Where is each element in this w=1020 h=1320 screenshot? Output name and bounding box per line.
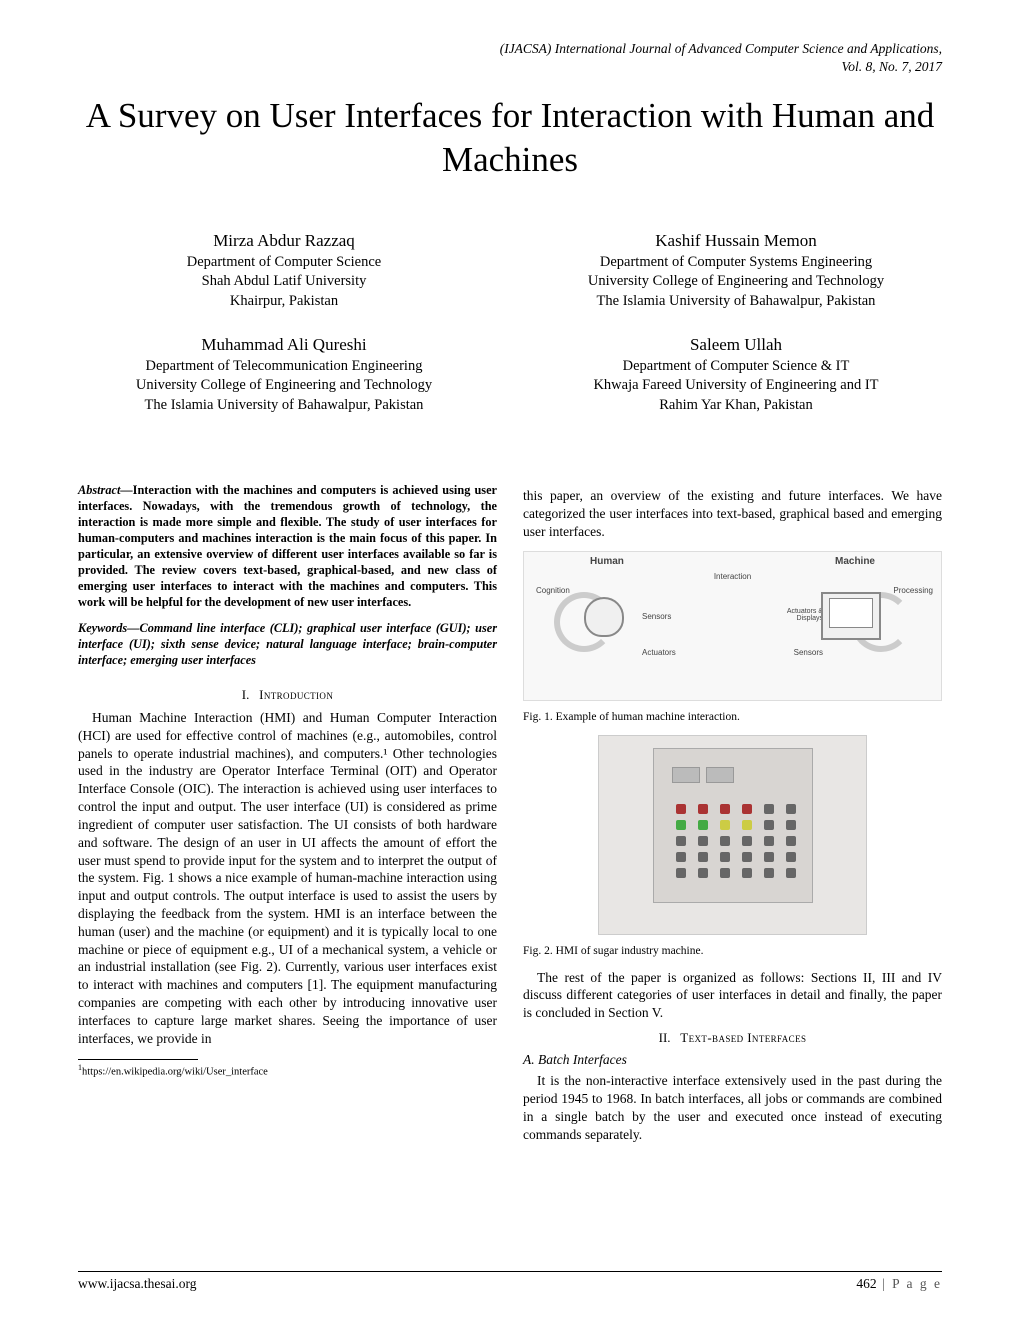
abstract: Abstract—Interaction with the machines a… <box>78 483 497 611</box>
authors-block: Mirza Abdur Razzaq Department of Compute… <box>78 230 942 437</box>
figure-1-caption: Fig. 1. Example of human machine interac… <box>523 711 942 723</box>
author-4-name: Saleem Ullah <box>530 334 942 357</box>
journal-header: (IJACSA) International Journal of Advanc… <box>78 40 942 76</box>
figure-1-image: Human Machine Interaction Cognition Proc… <box>523 551 942 701</box>
page-number-value: 462 <box>856 1276 876 1291</box>
fig1-actuators-label: Actuators <box>642 648 676 657</box>
section-2-title: Text-based Interfaces <box>680 1030 806 1045</box>
author-4-affil-1: Department of Computer Science & IT <box>530 357 942 377</box>
authors-right-col: Kashif Hussain Memon Department of Compu… <box>530 230 942 437</box>
author-2-affil-1: Department of Computer Systems Engineeri… <box>530 253 942 273</box>
author-3-name: Muhammad Ali Qureshi <box>78 334 490 357</box>
batch-paragraph: It is the non-interactive interface exte… <box>523 1072 942 1143</box>
author-1-affil-3: Khairpur, Pakistan <box>78 292 490 312</box>
fig1-interaction-label: Interaction <box>714 572 751 581</box>
section-1-title: Introduction <box>259 687 333 702</box>
fig1-human-head-icon <box>584 597 624 637</box>
author-4: Saleem Ullah Department of Computer Scie… <box>530 334 942 416</box>
fig1-human-label: Human <box>590 556 624 567</box>
figure-2-caption: Fig. 2. HMI of sugar industry machine. <box>523 945 942 957</box>
author-1: Mirza Abdur Razzaq Department of Compute… <box>78 230 490 312</box>
figure-2 <box>523 735 942 935</box>
right-column: this paper, an overview of the existing … <box>523 483 942 1145</box>
keywords-body: Command line interface (CLI); graphical … <box>78 621 497 667</box>
body-columns: Abstract—Interaction with the machines a… <box>78 483 942 1145</box>
fig1-processing-label: Processing <box>893 586 933 595</box>
page-footer: www.ijacsa.thesai.org 462 | P a g e <box>78 1271 942 1292</box>
fig1-sensors-label-l: Sensors <box>642 612 671 621</box>
footnote-text: https://en.wikipedia.org/wiki/User_inter… <box>82 1067 268 1078</box>
fig2-meter-left-icon <box>672 767 700 783</box>
section-2-num: II. <box>659 1030 671 1045</box>
fig1-sensors-label-r: Sensors <box>794 648 823 657</box>
fig1-machine-screen-icon <box>829 598 873 628</box>
author-3: Muhammad Ali Qureshi Department of Telec… <box>78 334 490 416</box>
section-1-num: I. <box>242 687 250 702</box>
fig2-control-panel-icon <box>653 748 813 903</box>
figure-1: Human Machine Interaction Cognition Proc… <box>523 551 942 701</box>
fig2-button-col-2 <box>698 804 710 884</box>
fig2-button-col-3 <box>720 804 732 884</box>
col2-rest-paragraph: The rest of the paper is organized as fo… <box>523 969 942 1022</box>
section-2-heading: II. Text-based Interfaces <box>523 1030 942 1046</box>
author-2: Kashif Hussain Memon Department of Compu… <box>530 230 942 312</box>
author-1-name: Mirza Abdur Razzaq <box>78 230 490 253</box>
fig2-button-col-6 <box>786 804 798 884</box>
figure-2-image <box>598 735 866 935</box>
subsection-a-heading: A. Batch Interfaces <box>523 1052 942 1068</box>
author-2-name: Kashif Hussain Memon <box>530 230 942 253</box>
author-2-affil-3: The Islamia University of Bahawalpur, Pa… <box>530 292 942 312</box>
section-1-heading: I. Introduction <box>78 687 497 703</box>
footnote-rule <box>78 1059 198 1060</box>
journal-line1: (IJACSA) International Journal of Advanc… <box>78 40 942 58</box>
abstract-label: Abstract— <box>78 483 133 497</box>
page-number-label: | P a g e <box>877 1276 942 1291</box>
footer-url: www.ijacsa.thesai.org <box>78 1276 196 1292</box>
author-2-affil-2: University College of Engineering and Te… <box>530 272 942 292</box>
left-column: Abstract—Interaction with the machines a… <box>78 483 497 1145</box>
fig2-meter-right-icon <box>706 767 734 783</box>
author-4-affil-2: Khwaja Fareed University of Engineering … <box>530 376 942 396</box>
fig2-button-col-5 <box>764 804 776 884</box>
col2-lead-paragraph: this paper, an overview of the existing … <box>523 487 942 540</box>
intro-paragraph: Human Machine Interaction (HMI) and Huma… <box>78 709 497 1047</box>
author-1-affil-1: Department of Computer Science <box>78 253 490 273</box>
authors-left-col: Mirza Abdur Razzaq Department of Compute… <box>78 230 490 437</box>
fig1-actuators-displays-label: Actuators & Displays <box>777 608 823 622</box>
journal-line2: Vol. 8, No. 7, 2017 <box>78 58 942 76</box>
author-3-affil-3: The Islamia University of Bahawalpur, Pa… <box>78 396 490 416</box>
author-3-affil-2: University College of Engineering and Te… <box>78 376 490 396</box>
abstract-body: Interaction with the machines and comput… <box>78 483 497 609</box>
author-4-affil-3: Rahim Yar Khan, Pakistan <box>530 396 942 416</box>
fig2-button-col-1 <box>676 804 688 884</box>
author-3-affil-1: Department of Telecommunication Engineer… <box>78 357 490 377</box>
fig1-cognition-label: Cognition <box>536 586 570 595</box>
paper-title: A Survey on User Interfaces for Interact… <box>78 94 942 182</box>
keywords: Keywords—Command line interface (CLI); g… <box>78 621 497 669</box>
fig1-machine-label: Machine <box>835 556 875 567</box>
fig2-button-col-4 <box>742 804 754 884</box>
keywords-label: Keywords— <box>78 621 140 635</box>
author-1-affil-2: Shah Abdul Latif University <box>78 272 490 292</box>
page-number: 462 | P a g e <box>856 1276 942 1292</box>
footnote-1: 1https://en.wikipedia.org/wiki/User_inte… <box>78 1063 497 1078</box>
